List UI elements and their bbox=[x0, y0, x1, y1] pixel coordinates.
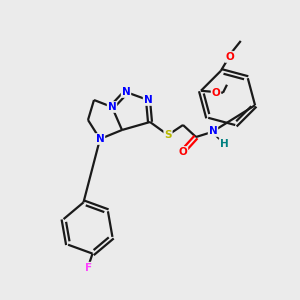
Text: N: N bbox=[208, 126, 217, 136]
Text: N: N bbox=[122, 87, 130, 97]
Text: N: N bbox=[144, 95, 152, 105]
Text: O: O bbox=[212, 88, 220, 98]
Text: N: N bbox=[108, 102, 116, 112]
Text: F: F bbox=[85, 262, 92, 273]
Text: H: H bbox=[220, 139, 228, 149]
Text: O: O bbox=[178, 147, 188, 157]
Text: O: O bbox=[225, 52, 234, 62]
Text: N: N bbox=[96, 134, 104, 144]
Text: S: S bbox=[164, 130, 172, 140]
